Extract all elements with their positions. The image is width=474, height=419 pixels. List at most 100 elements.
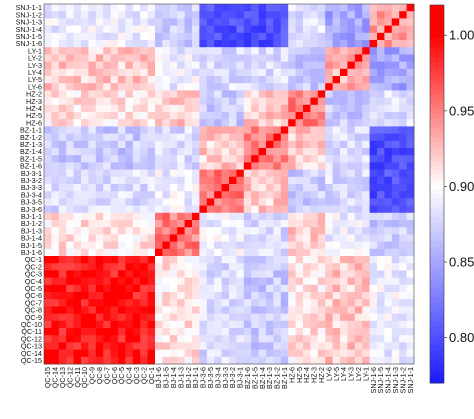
heatmap-cell	[214, 148, 222, 156]
heatmap-cell	[73, 76, 82, 84]
heatmap-cell	[317, 83, 326, 91]
heatmap-cell	[221, 176, 230, 185]
heatmap-cell	[399, 83, 407, 91]
heatmap-cell	[221, 306, 230, 314]
heatmap-cell	[251, 284, 259, 293]
heatmap-cell	[155, 306, 163, 314]
heatmap-cell	[236, 133, 245, 142]
heatmap-cell	[340, 90, 348, 98]
heatmap-cell	[221, 18, 230, 26]
heatmap-cell	[384, 356, 393, 365]
heatmap-cell	[44, 61, 52, 70]
heatmap-cell	[118, 4, 126, 12]
heatmap-cell	[251, 47, 259, 55]
heatmap-cell	[406, 155, 415, 163]
heatmap-cell	[406, 256, 415, 264]
heatmap-cell	[317, 68, 326, 77]
heatmap-cell	[243, 126, 252, 134]
row-label: HZ-2	[26, 90, 42, 99]
heatmap-cell	[221, 90, 230, 98]
heatmap-cell	[266, 205, 274, 214]
heatmap-cell	[347, 25, 356, 34]
heatmap-cell	[354, 90, 363, 98]
heatmap-cell	[295, 227, 304, 235]
heatmap-cell	[118, 25, 126, 34]
heatmap-cell	[221, 11, 230, 19]
heatmap-cell	[303, 198, 311, 206]
heatmap-cell	[140, 140, 148, 149]
heatmap-cell	[95, 184, 104, 192]
heatmap-cell	[147, 119, 156, 127]
heatmap-cell	[95, 32, 104, 41]
heatmap-cell	[258, 342, 267, 350]
heatmap-cell	[229, 140, 237, 149]
heatmap-cell	[369, 83, 378, 91]
heatmap-cell	[184, 270, 193, 278]
heatmap-cell	[73, 104, 82, 113]
heatmap-cell	[177, 342, 185, 350]
heatmap-cell	[81, 140, 89, 149]
heatmap-cell	[347, 169, 356, 178]
heatmap-cell	[391, 133, 400, 142]
heatmap-cell	[73, 248, 82, 257]
heatmap-cell	[118, 342, 126, 350]
heatmap-cell	[354, 176, 363, 185]
heatmap-cell	[377, 47, 385, 55]
heatmap-cell	[354, 313, 363, 322]
heatmap-cell	[332, 97, 341, 106]
heatmap-cell	[362, 68, 370, 77]
heatmap-cell	[406, 126, 415, 134]
heatmap-cell	[199, 320, 208, 329]
heatmap-cell	[73, 299, 82, 307]
heatmap-cell	[354, 112, 363, 120]
heatmap-cell	[192, 155, 200, 163]
heatmap-cell	[147, 32, 156, 41]
heatmap-cell	[384, 277, 393, 286]
heatmap-cell	[140, 328, 148, 336]
heatmap-cell	[44, 241, 52, 250]
heatmap-cell	[295, 342, 304, 350]
heatmap-cell	[243, 148, 252, 156]
heatmap-cell	[140, 119, 148, 127]
heatmap-cell	[310, 299, 319, 307]
heatmap-cell	[199, 97, 208, 106]
heatmap-cell	[243, 198, 252, 206]
heatmap-cell	[88, 220, 97, 228]
colorbar-segment	[430, 364, 444, 370]
heatmap-cell	[377, 25, 385, 34]
heatmap-cell	[140, 68, 148, 77]
heatmap-cell	[280, 198, 289, 206]
heatmap-cell	[332, 155, 341, 163]
heatmap-cell	[340, 220, 348, 228]
heatmap-cell	[118, 234, 126, 242]
heatmap-cell	[354, 25, 363, 34]
heatmap-cell	[266, 140, 274, 149]
heatmap-cell	[377, 97, 385, 106]
heatmap-cell	[332, 40, 341, 48]
heatmap-cell	[81, 342, 89, 350]
heatmap-cell	[310, 184, 319, 192]
heatmap-cell	[155, 11, 163, 19]
heatmap-cell	[118, 54, 126, 62]
heatmap-cell	[236, 47, 245, 55]
heatmap-cell	[88, 162, 97, 170]
heatmap-cell	[162, 40, 171, 48]
heatmap-cell	[310, 313, 319, 322]
heatmap-cell	[310, 335, 319, 343]
heatmap-cell	[51, 148, 60, 156]
colorbar-segment	[430, 142, 444, 148]
heatmap-cell	[340, 47, 348, 55]
heatmap-cell	[303, 32, 311, 41]
heatmap-cell	[399, 270, 407, 278]
heatmap-cell	[280, 277, 289, 286]
heatmap-cell	[377, 284, 385, 293]
heatmap-cell	[73, 61, 82, 70]
heatmap-cell	[110, 97, 119, 106]
heatmap-cell	[354, 83, 363, 91]
heatmap-cell	[125, 90, 134, 98]
heatmap-cell	[399, 205, 407, 214]
heatmap-cell	[332, 18, 341, 26]
heatmap-cell	[362, 328, 370, 336]
heatmap-cell	[66, 313, 74, 322]
heatmap-cell	[147, 184, 156, 192]
